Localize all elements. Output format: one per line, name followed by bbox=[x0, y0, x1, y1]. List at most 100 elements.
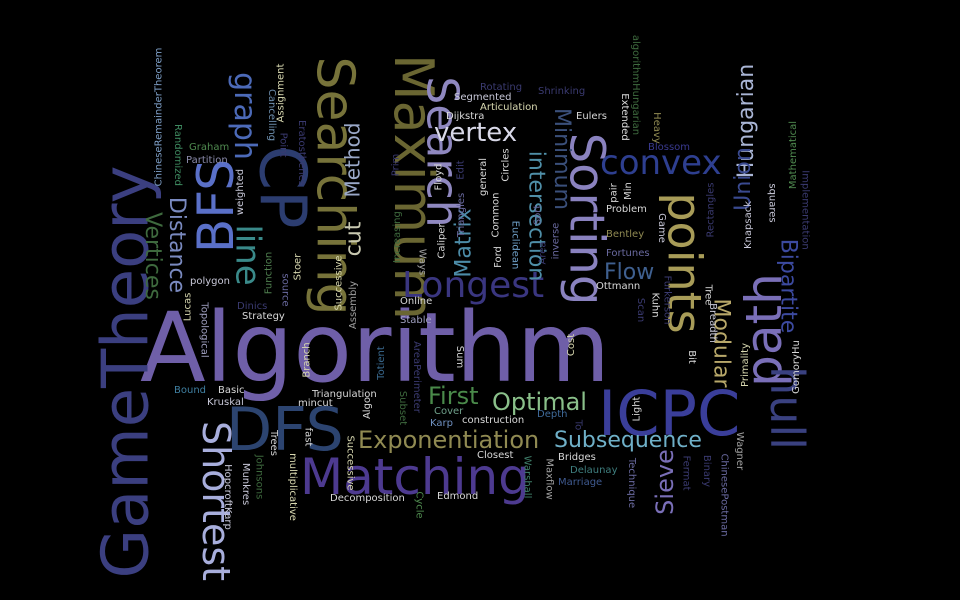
word-ways: Ways bbox=[416, 248, 428, 276]
word-cover: Cover bbox=[434, 406, 464, 417]
word-problem: Problem bbox=[606, 204, 647, 215]
word-totient: Totient bbox=[375, 346, 387, 380]
word-line: line bbox=[227, 224, 268, 286]
word-eulers: Eulers bbox=[576, 111, 607, 122]
word-flow: Flow bbox=[604, 260, 655, 285]
word-increasing: Increasing bbox=[391, 211, 403, 263]
word-delaunay: Delaunay bbox=[570, 465, 618, 476]
word-shrinking: Shrinking bbox=[538, 86, 586, 97]
word-light: Light bbox=[631, 396, 643, 422]
word-weighted: weighted bbox=[235, 168, 247, 216]
word-cut: cut bbox=[341, 221, 367, 257]
word-kruskal: Kruskal bbox=[207, 397, 244, 408]
word-rotating: Rotating bbox=[480, 82, 523, 93]
word-technique: Technique bbox=[626, 457, 638, 509]
word-chineseremaindertheorem: ChineseRemainderTheorem bbox=[153, 47, 165, 187]
word-edmond: Edmond bbox=[437, 491, 479, 502]
word-chinesepostman: ChinesePostman bbox=[718, 453, 730, 537]
word-squares: squares bbox=[766, 183, 778, 223]
word-segmented: Segmented bbox=[454, 92, 512, 103]
word-hopcroftkarp: HopcroftKarp bbox=[221, 464, 233, 530]
word-dfs: DFS bbox=[226, 395, 344, 465]
word-icpc: ICPC bbox=[598, 377, 741, 450]
word-algorithm: Algorithm bbox=[140, 292, 611, 404]
word-branch: Branch bbox=[301, 342, 313, 378]
word-prim: Prim bbox=[390, 153, 402, 177]
word-marriage: Marriage bbox=[558, 477, 603, 488]
word-common: Common bbox=[490, 192, 502, 238]
word-multiplicative: multiplicative bbox=[286, 453, 298, 521]
word-edit: Edit bbox=[455, 160, 467, 180]
word-graph: graph bbox=[226, 72, 262, 160]
word-randomized: Randomized bbox=[171, 124, 183, 186]
word-successive-2: Successive bbox=[344, 435, 356, 491]
word-vertices: Vertices bbox=[139, 212, 165, 300]
word-min: Min bbox=[622, 182, 634, 200]
word-algorithmhungarian: algorithmHungarian bbox=[630, 34, 642, 136]
word-partition: Partition bbox=[186, 155, 228, 166]
word-strategy: Strategy bbox=[242, 311, 285, 322]
word-graham: Graham bbox=[189, 142, 230, 153]
word-bridges: Bridges bbox=[558, 452, 596, 463]
word-mathematical: Mathematical bbox=[788, 120, 800, 190]
word-triangles: Triangles bbox=[456, 192, 468, 238]
word-knapsack: Knapsack bbox=[743, 201, 754, 249]
word-blossom: Blossom bbox=[648, 142, 691, 153]
word-gomoryhu: GomoryHu bbox=[790, 340, 802, 394]
word-sort: Sort bbox=[532, 204, 544, 226]
word-decomposition: Decomposition bbox=[330, 493, 405, 504]
word-ottmann: Ottmann bbox=[596, 281, 641, 292]
word-johnsons: Johnsons bbox=[253, 454, 265, 500]
word-warshall: Warshall bbox=[521, 455, 533, 499]
word-algo: Algo bbox=[362, 396, 374, 420]
word-heavy: Heavy bbox=[650, 112, 662, 144]
word-dijkstra: Dijkstra bbox=[446, 111, 485, 122]
word-first: First bbox=[428, 382, 479, 410]
word-inverse: inverse bbox=[550, 222, 562, 260]
word-extended: Extended bbox=[618, 93, 630, 141]
word-topological: Topological bbox=[198, 302, 210, 358]
word-binary: Binary bbox=[701, 454, 713, 488]
word-hull: hull bbox=[759, 366, 814, 450]
word-distance: Distance bbox=[164, 196, 190, 294]
word-caliper: Caliper bbox=[436, 223, 448, 259]
word-areaperimeter: AreaPerimeter bbox=[410, 341, 422, 413]
word-polygon: polygon bbox=[190, 276, 230, 287]
word-floyd: Floyd bbox=[433, 163, 445, 191]
word-wagner: Wagner bbox=[734, 431, 746, 471]
word-lucas: Lucas bbox=[182, 292, 194, 322]
word-depth: Depth bbox=[537, 409, 568, 420]
word-circles: Circles bbox=[500, 148, 512, 182]
word-successive: Successive bbox=[333, 255, 345, 311]
word-general: general bbox=[478, 157, 490, 197]
word-assembly: Assembly bbox=[348, 280, 360, 330]
word-trees: Trees bbox=[268, 429, 280, 457]
word-kuhn: Kuhn bbox=[649, 292, 661, 318]
word-bit: Bit bbox=[685, 350, 697, 364]
word-function: Function bbox=[263, 251, 275, 295]
word-fermat: Fermat bbox=[680, 455, 692, 491]
word-implementation: Implementation bbox=[799, 170, 811, 250]
word-source: source bbox=[279, 273, 291, 307]
word-area: Area bbox=[537, 241, 549, 265]
word-stoer: Stoer bbox=[292, 253, 304, 281]
word-munkres: Munkres bbox=[240, 462, 252, 506]
word-articulation: Articulation bbox=[480, 102, 538, 113]
word-assignment: Assignment bbox=[275, 63, 287, 123]
word-cycle: Cycle bbox=[413, 491, 425, 519]
word-vertex: vertex bbox=[434, 118, 518, 148]
word-furkerson: Furkerson bbox=[661, 275, 673, 325]
word-basic: Basic bbox=[218, 385, 245, 396]
word-ford: Ford bbox=[492, 246, 504, 268]
word-convex: convex bbox=[600, 143, 722, 183]
word-bipartite: Bipartite bbox=[775, 238, 801, 334]
word-exponentiation: Exponentiation bbox=[358, 426, 540, 454]
word-sieve: Sieve bbox=[650, 449, 679, 515]
word-bentley: Bentley bbox=[606, 229, 645, 240]
word-optimal: Optimal bbox=[492, 388, 587, 416]
word-eratosthenes: Eratosthenes bbox=[295, 120, 307, 186]
word-subset: Subset bbox=[397, 390, 409, 426]
word-longest: Longest bbox=[402, 265, 545, 306]
word-triangulation: Triangulation bbox=[312, 389, 377, 400]
